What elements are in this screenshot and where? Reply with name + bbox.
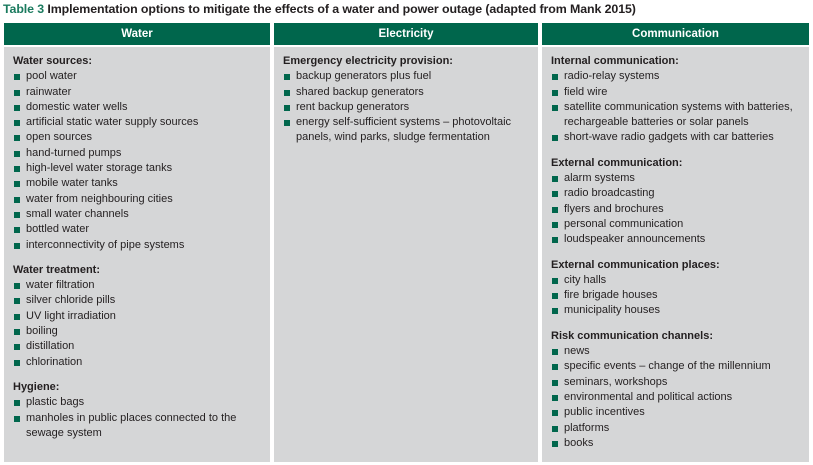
section-title: Water treatment: bbox=[13, 263, 100, 276]
list-item: mobile water tanks bbox=[13, 176, 264, 191]
water-column: Water Water sources: pool water rainwater d… bbox=[4, 23, 270, 462]
bullet-list: city halls fire brigade houses municipalit… bbox=[551, 273, 803, 319]
section-title: Water sources: bbox=[13, 55, 93, 67]
section: Emergency electricity provision: backup g… bbox=[283, 54, 532, 146]
column-body-communication: Internal communication: radio-relay syste… bbox=[542, 47, 809, 462]
list-item: UV light irradiation bbox=[13, 309, 264, 324]
list-item: flyers and brochures bbox=[551, 202, 803, 217]
list-item: manholes in public places connected to t… bbox=[13, 411, 264, 442]
list-item: bottled water bbox=[13, 222, 264, 237]
list-item: interconnectivity of pipe systems bbox=[13, 238, 264, 253]
list-item: high-level water storage tanks bbox=[13, 161, 264, 176]
section-title: External communication places: bbox=[551, 258, 720, 271]
list-item: specific events – change of the millenni… bbox=[551, 359, 803, 374]
list-item: shared backup generators bbox=[283, 85, 532, 100]
bullet-list: news specific events – change of the mill… bbox=[551, 344, 803, 451]
list-item: alarm systems bbox=[551, 171, 803, 186]
list-item: loudspeaker announcements bbox=[551, 232, 803, 247]
column-body-water: Water sources: pool water rainwater domesti… bbox=[4, 47, 270, 462]
section: Water treatment: water filtration silver c… bbox=[13, 263, 264, 370]
list-item: energy self-sufficient systems – photovo… bbox=[283, 115, 532, 146]
section: Hygiene: plastic bags manholes in public p… bbox=[13, 380, 264, 441]
list-item: chlorination bbox=[13, 355, 264, 370]
list-item: fire brigade houses bbox=[551, 288, 803, 303]
list-item: pool water bbox=[13, 69, 264, 84]
column-header-communication: Communication bbox=[542, 23, 809, 45]
bullet-list: plastic bags manholes in public places co… bbox=[13, 395, 264, 441]
bullet-list: pool water rainwater domestic water wells a… bbox=[13, 69, 264, 253]
section: Risk communication channels: news specific… bbox=[551, 329, 803, 451]
list-item: distillation bbox=[13, 339, 264, 354]
list-item: open sources bbox=[13, 130, 264, 145]
list-item: silver chloride pills bbox=[13, 293, 264, 308]
list-item: artificial static water supply sources bbox=[13, 115, 264, 130]
list-item: environmental and political actions bbox=[551, 390, 803, 405]
table-number: Table 3 bbox=[3, 2, 45, 16]
column-header-water: Water bbox=[4, 23, 270, 45]
list-item: backup generators plus fuel bbox=[283, 69, 532, 84]
section-title: Emergency electricity provision: bbox=[283, 55, 453, 67]
list-item: domestic water wells bbox=[13, 100, 264, 115]
list-item: radio-relay systems bbox=[551, 69, 803, 84]
section: External communication: alarm systems radi… bbox=[551, 156, 803, 248]
table-caption: Table 3 Implementation options to mitiga… bbox=[3, 2, 636, 16]
electricity-column: Electricity Emergency electricity provis… bbox=[274, 23, 538, 462]
section-title: External communication: bbox=[551, 156, 683, 169]
list-item: satellite communication systems with bat… bbox=[551, 100, 803, 131]
list-item: water from neighbouring cities bbox=[13, 192, 264, 207]
list-item: boiling bbox=[13, 324, 264, 339]
section: External communication places: city halls… bbox=[551, 258, 803, 319]
list-item: platforms bbox=[551, 421, 803, 436]
column-header-electricity: Electricity bbox=[274, 23, 538, 45]
section-title: Internal communication: bbox=[551, 55, 679, 67]
list-item: rainwater bbox=[13, 85, 264, 100]
section: Water sources: pool water rainwater domesti… bbox=[13, 54, 264, 253]
section-title: Hygiene: bbox=[13, 380, 60, 393]
list-item: field wire bbox=[551, 85, 803, 100]
list-item: books bbox=[551, 436, 803, 451]
list-item: radio broadcasting bbox=[551, 186, 803, 201]
list-item: municipality houses bbox=[551, 303, 803, 318]
list-item: small water channels bbox=[13, 207, 264, 222]
bullet-list: water filtration silver chloride pills UV … bbox=[13, 278, 264, 370]
list-item: rent backup generators bbox=[283, 100, 532, 115]
bullet-list: backup generators plus fuel shared backup… bbox=[283, 69, 532, 145]
list-item: news bbox=[551, 344, 803, 359]
list-item: public incentives bbox=[551, 405, 803, 420]
list-item: personal communication bbox=[551, 217, 803, 232]
communication-column: Communication Internal communication: rad… bbox=[542, 23, 809, 462]
list-item: seminars, workshops bbox=[551, 375, 803, 390]
list-item: water filtration bbox=[13, 278, 264, 293]
bullet-list: radio-relay systems field wire satellite c… bbox=[551, 69, 803, 145]
list-item: hand-turned pumps bbox=[13, 146, 264, 161]
bullet-list: alarm systems radio broadcasting flyers an… bbox=[551, 171, 803, 247]
list-item: short-wave radio gadgets with car batter… bbox=[551, 130, 803, 145]
list-item: city halls bbox=[551, 273, 803, 288]
column-body-electricity: Emergency electricity provision: backup g… bbox=[274, 47, 538, 462]
section: Internal communication: radio-relay syste… bbox=[551, 54, 803, 146]
list-item: plastic bags bbox=[13, 395, 264, 410]
table-title: Implementation options to mitigate the e… bbox=[47, 2, 636, 16]
section-title: Risk communication channels: bbox=[551, 329, 713, 342]
